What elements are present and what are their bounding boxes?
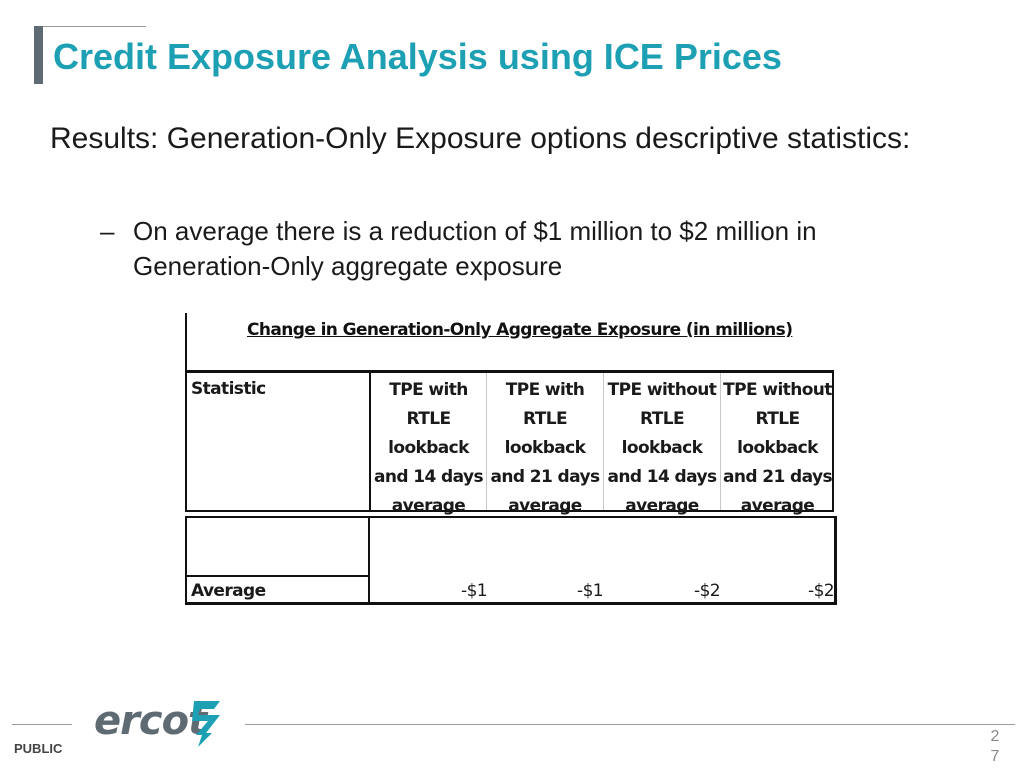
column-header-line: RTLE	[755, 409, 801, 429]
column-header-line: average	[508, 496, 582, 516]
column-header-line: and 14 days	[374, 467, 484, 487]
table-cell: -$1	[577, 581, 604, 601]
header-divider	[603, 373, 604, 510]
column-header-line: RTLE	[640, 409, 685, 429]
column-header-line: TPE without	[607, 380, 717, 400]
body-text: Results: Generation-Only Exposure option…	[50, 122, 911, 155]
column-header-line: lookback	[504, 438, 586, 458]
page-number: 27	[990, 728, 1000, 765]
column-header-line: TPE with	[505, 380, 585, 400]
title-accent-bar	[34, 26, 43, 84]
column-header-line: and 21 days	[723, 467, 833, 487]
table-caption-border	[185, 313, 187, 371]
column-header-line: and 14 days	[607, 467, 718, 487]
column-header-line: average	[625, 496, 699, 516]
header-statistic: Statistic	[191, 379, 266, 399]
exposure-table: Change in Generation-Only Aggregate Expo…	[185, 313, 837, 605]
column-header-4: TPE without RTLE lookback and 21 days av…	[721, 376, 834, 521]
column-header-2: TPE with RTLE lookback and 21 days avera…	[487, 376, 603, 521]
ercot-logo-mark-icon	[192, 701, 220, 747]
column-header-line: and 21 days	[490, 467, 601, 487]
column-header-line: lookback	[621, 438, 703, 458]
footer-rule-right	[245, 724, 1015, 725]
column-header-line: TPE with	[389, 380, 468, 400]
column-header-line: average	[740, 496, 815, 516]
row-label-average: Average	[191, 581, 266, 601]
table-cell: -$2	[808, 581, 835, 601]
slide-title: Credit Exposure Analysis using ICE Price…	[53, 36, 782, 77]
bullet-dash: –	[100, 216, 115, 246]
header-divider	[369, 373, 371, 510]
column-header-1: TPE with RTLE lookback and 14 days avera…	[371, 376, 486, 521]
label-column	[187, 518, 370, 602]
column-header-line: lookback	[737, 438, 818, 458]
table-header: Statistic TPE with RTLE lookback and 14 …	[185, 370, 834, 516]
column-header-3: TPE without RTLE lookback and 14 days av…	[604, 376, 720, 521]
header-divider	[486, 373, 487, 510]
column-header-line: RTLE	[406, 409, 452, 429]
header-divider	[720, 373, 721, 510]
table-body: Average -$1 -$1 -$2 -$2	[185, 516, 837, 605]
bullet-text: On average there is a reduction of $1 mi…	[133, 216, 817, 281]
bullet-item: – On average there is a reduction of $1 …	[100, 214, 900, 284]
public-label: PUBLIC	[14, 741, 63, 756]
column-header-line: lookback	[388, 438, 469, 458]
row-divider	[187, 575, 370, 577]
column-header-line: average	[391, 496, 466, 516]
column-header-line: TPE without	[723, 380, 832, 400]
table-caption: Change in Generation-Only Aggregate Expo…	[247, 320, 793, 340]
column-header-line: RTLE	[523, 409, 568, 429]
footer-rule-left	[12, 724, 72, 725]
table-cell: -$1	[461, 581, 488, 601]
table-cell: -$2	[694, 581, 721, 601]
ercot-logo: ercot	[94, 698, 207, 744]
title-accent-rule	[34, 26, 146, 27]
